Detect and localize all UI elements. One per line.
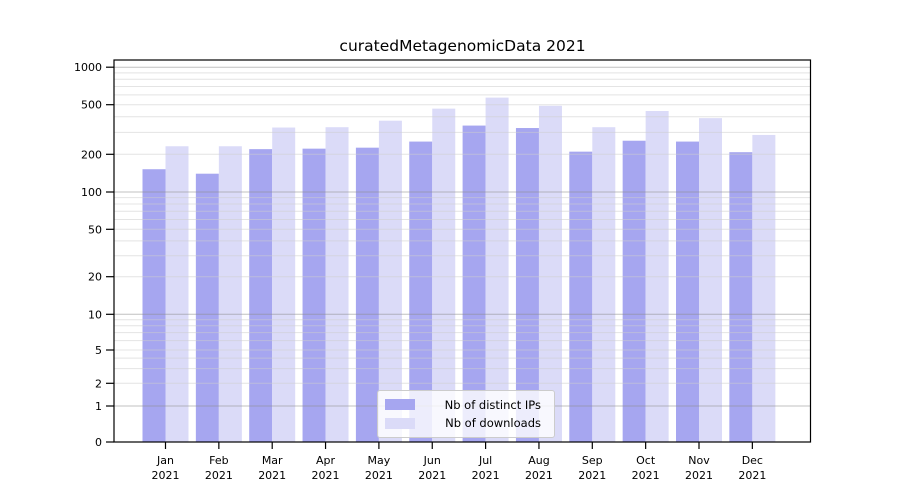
- x-axis-tick-label: Nov 2021: [685, 454, 713, 482]
- y-axis-tick-label: 0: [95, 436, 102, 449]
- bar-distinct-ips: [515, 128, 539, 442]
- y-axis-tick-label: 2: [95, 377, 102, 390]
- x-axis-tick-label: Apr 2021: [312, 454, 340, 482]
- x-axis-tick-label: May 2021: [365, 454, 393, 482]
- y-axis-tick-label: 1: [95, 400, 102, 413]
- bar-distinct-ips: [302, 148, 326, 442]
- y-axis-tick-label: 10: [88, 308, 102, 321]
- bar-downloads: [165, 146, 189, 442]
- bar-distinct-ips: [676, 141, 699, 442]
- bar-distinct-ips: [409, 141, 433, 442]
- bar-distinct-ips: [622, 140, 646, 442]
- x-axis-tick-label: Jan 2021: [152, 454, 180, 482]
- y-axis-tick-label: 1000: [74, 61, 102, 74]
- bar-downloads: [218, 146, 242, 442]
- y-axis-tick-label: 200: [81, 148, 102, 161]
- y-axis-tick-label: 20: [88, 271, 102, 284]
- bar-distinct-ips: [729, 152, 753, 442]
- x-axis-tick-label: Jun 2021: [418, 454, 446, 482]
- legend-item-distinct-ips: Nb of distinct IPs: [385, 398, 541, 412]
- bar-downloads: [485, 97, 509, 442]
- bar-distinct-ips: [142, 169, 166, 443]
- x-axis-tick-label: Sep 2021: [578, 454, 606, 482]
- bar-distinct-ips: [569, 151, 593, 442]
- bar-downloads: [752, 134, 776, 443]
- x-axis-tick-label: Mar 2021: [258, 454, 286, 482]
- bar-downloads: [272, 127, 296, 442]
- legend-swatch-distinct-ips: [385, 399, 415, 411]
- bar-downloads: [699, 118, 722, 442]
- legend-label-distinct-ips: Nb of distinct IPs: [444, 397, 541, 412]
- legend-swatch-downloads: [385, 417, 415, 429]
- x-axis-tick-label: Feb 2021: [205, 454, 233, 482]
- bar-distinct-ips: [249, 149, 273, 442]
- x-axis-tick-label: Jul 2021: [472, 454, 500, 482]
- bar-distinct-ips: [462, 125, 486, 442]
- bar-downloads: [325, 127, 349, 443]
- legend-label-downloads: Nb of downloads: [445, 416, 541, 431]
- bar-distinct-ips: [195, 173, 219, 442]
- y-axis-tick-label: 500: [81, 99, 102, 112]
- plot-border: [113, 59, 812, 443]
- y-axis-tick-label: 5: [95, 344, 102, 357]
- bar-downloads: [592, 127, 616, 443]
- legend-item-downloads: Nb of downloads: [385, 416, 541, 430]
- legend: Nb of distinct IPs Nb of downloads: [377, 390, 555, 438]
- x-axis-tick-label: Dec 2021: [738, 454, 766, 482]
- y-axis-tick-label: 100: [81, 186, 102, 199]
- y-axis-tick-label: 50: [88, 223, 102, 236]
- bar-downloads: [378, 120, 402, 442]
- chart-title: curatedMetagenomicData 2021: [339, 37, 586, 55]
- x-axis-tick-label: Oct 2021: [632, 454, 660, 482]
- x-axis-tick-label: Aug 2021: [525, 454, 553, 482]
